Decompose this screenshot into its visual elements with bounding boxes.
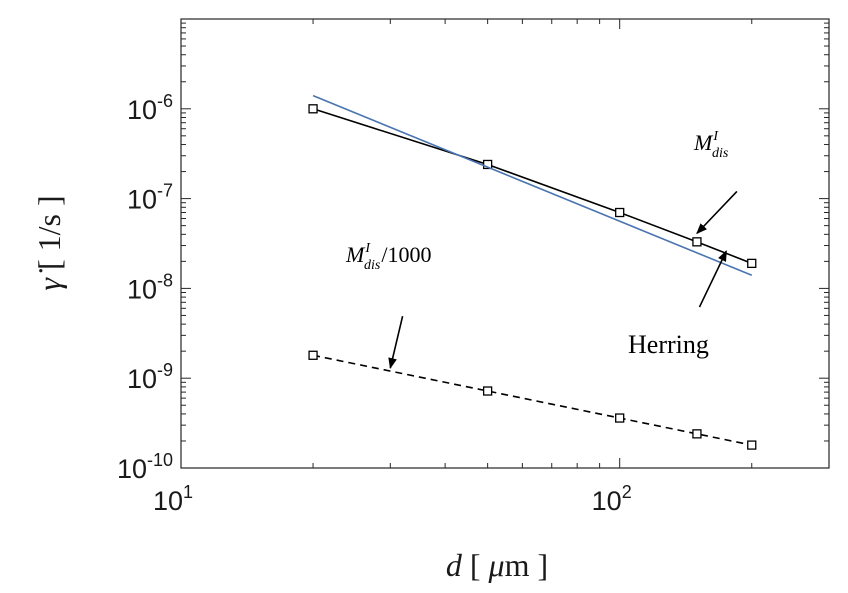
annotation-label: MI dis/1000: [345, 241, 431, 273]
annotation-mdis1000: MI dis/1000: [345, 241, 431, 370]
data-point: [692, 429, 702, 439]
data-point: [615, 413, 625, 423]
y-axis-title: γ̇ [ 1/s ]: [31, 195, 67, 290]
x-tick-label: 102: [592, 482, 632, 516]
data-point: [615, 207, 625, 218]
data-point: [747, 258, 757, 269]
data-point: [747, 440, 757, 450]
data-point: [308, 350, 318, 360]
y-tick-label: 10-7: [127, 181, 173, 215]
y-tick-label: 10-6: [127, 91, 173, 125]
annotation-arrow: [388, 316, 404, 370]
data-point: [692, 237, 702, 247]
y-axis: 10-10 10-9 10-8 10-7 10-6: [117, 22, 829, 484]
data-point: [482, 159, 493, 170]
series-line: [312, 354, 752, 446]
x-axis-title: d [ μm ]: [446, 547, 548, 583]
axis-titles: d [ μm ] γ̇ [ 1/s ]: [31, 195, 548, 583]
annotation-arrow: [696, 190, 738, 235]
series-layer: [308, 94, 757, 450]
series-line: [312, 94, 753, 277]
annotation-arrow: [698, 250, 728, 308]
x-tick-label: 101: [153, 482, 193, 516]
data-point: [308, 104, 318, 114]
annotation-herring: Herring: [628, 250, 728, 359]
data-point: [482, 386, 493, 396]
y-tick-label: 10-8: [127, 270, 173, 304]
annotation-label: MI dis: [693, 129, 729, 161]
axes-box: [180, 18, 830, 469]
series-1: [312, 94, 753, 277]
annotation-mdis: MI dis: [693, 129, 738, 235]
y-tick-label: 10-10: [117, 450, 173, 484]
y-tick-label: 10-9: [127, 360, 173, 394]
annotation-label: Herring: [628, 330, 709, 359]
annotation-layer: MI dis Herring MI dis/1000: [345, 129, 738, 370]
series-0: [308, 104, 757, 269]
series-2: [308, 350, 757, 450]
plot-area: [180, 18, 830, 469]
x-axis: 101 102: [153, 19, 830, 516]
